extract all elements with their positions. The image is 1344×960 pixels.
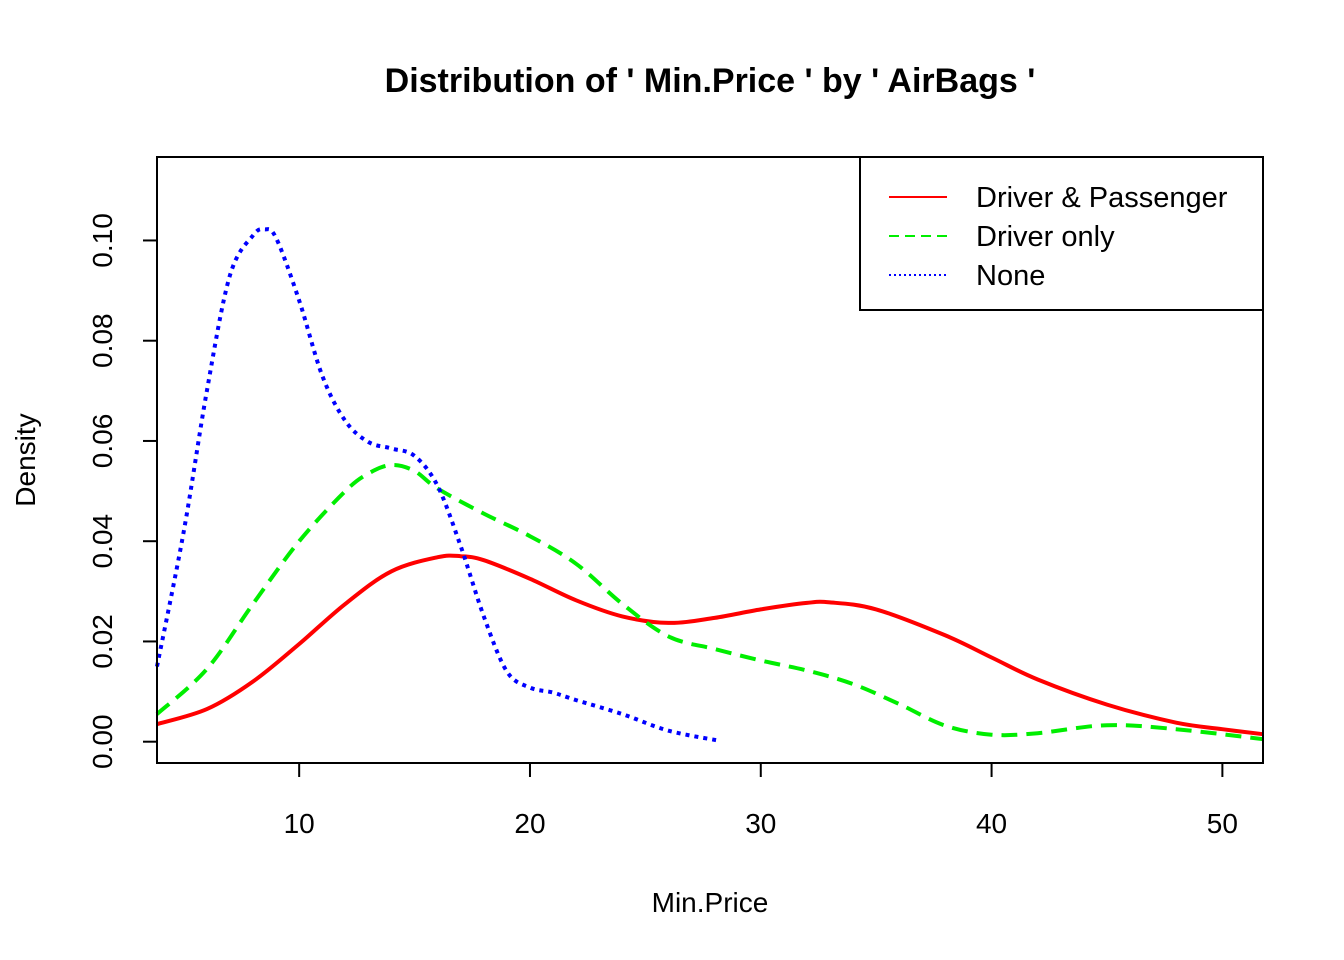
y-axis-ticks: 0.00 0.02 0.04 0.06 0.08 0.10 bbox=[87, 213, 157, 769]
x-axis-label: Min.Price bbox=[652, 887, 769, 918]
x-axis-ticks: 10 20 30 40 50 bbox=[284, 763, 1238, 839]
x-tick-label: 30 bbox=[745, 808, 776, 839]
y-tick-label: 0.00 bbox=[87, 714, 118, 769]
y-axis-label: Density bbox=[10, 413, 41, 506]
series-layer bbox=[155, 227, 1264, 743]
series-line-driver-passenger bbox=[156, 553, 1264, 737]
x-tick-label: 50 bbox=[1207, 808, 1238, 839]
legend-label: None bbox=[976, 260, 1045, 292]
y-tick-label: 0.10 bbox=[87, 213, 118, 268]
y-tick-label: 0.04 bbox=[87, 514, 118, 569]
x-tick-label: 20 bbox=[514, 808, 545, 839]
plot-frame bbox=[156, 156, 1264, 764]
series-line-driver-only bbox=[155, 462, 1264, 742]
legend: Driver & Passenger Driver only None bbox=[859, 156, 1264, 311]
x-tick-label: 40 bbox=[976, 808, 1007, 839]
series-line-none bbox=[155, 227, 720, 743]
legend-label: Driver only bbox=[976, 221, 1115, 253]
y-tick-label: 0.02 bbox=[87, 614, 118, 669]
legend-box bbox=[859, 156, 1264, 311]
legend-label: Driver & Passenger bbox=[976, 182, 1228, 214]
y-tick-label: 0.08 bbox=[87, 313, 118, 368]
y-tick-label: 0.06 bbox=[87, 414, 118, 469]
chart-title: Distribution of ' Min.Price ' by ' AirBa… bbox=[385, 62, 1036, 100]
x-tick-label: 10 bbox=[284, 808, 315, 839]
